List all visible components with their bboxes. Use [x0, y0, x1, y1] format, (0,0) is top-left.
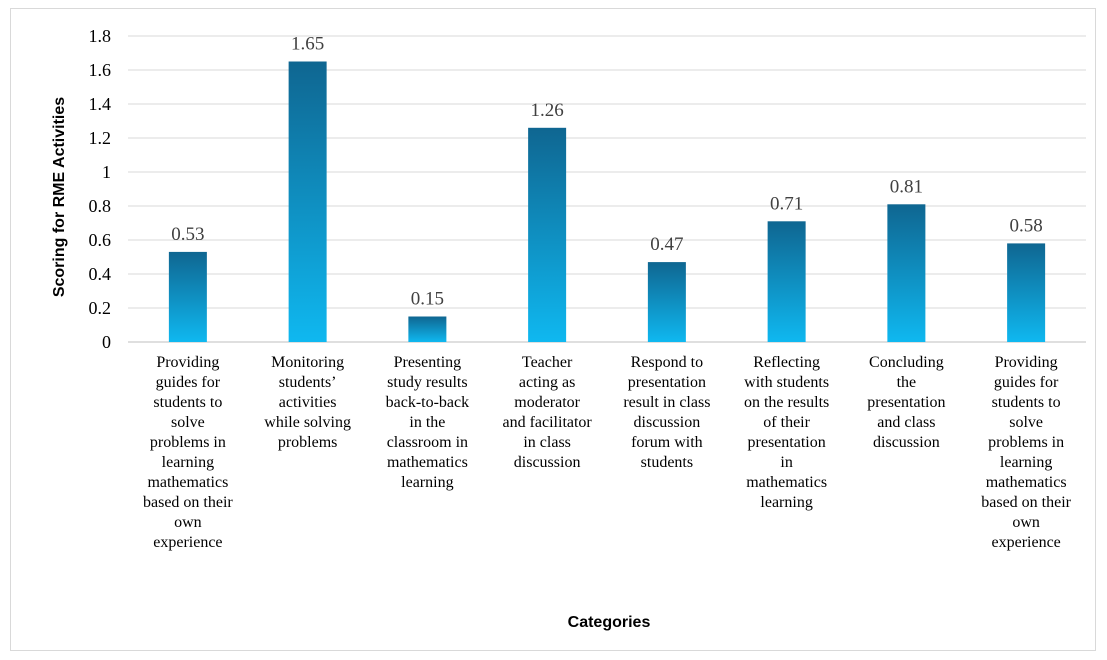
data-label: 0.47	[650, 234, 683, 255]
y-tick-label: 0.2	[89, 298, 112, 318]
bar	[767, 221, 806, 342]
bar	[887, 204, 926, 342]
y-tick-label: 1.8	[89, 26, 112, 46]
data-label: 0.53	[171, 224, 204, 245]
category-label: Respond to presentation result in class dis…	[623, 354, 710, 471]
category-label: Teacher acting as moderator and facilitator…	[502, 354, 592, 471]
data-labels: 0.53 1.65 0.15 1.26 0.47 0.71 0.81 0.58	[171, 34, 1043, 310]
bar	[168, 251, 207, 342]
y-tick-label: 0.8	[89, 196, 112, 216]
bar	[1007, 243, 1046, 342]
data-label: 0.15	[411, 289, 444, 310]
bar	[288, 61, 327, 342]
y-tick-label: 0.6	[89, 230, 112, 250]
category-label: Reflecting with students on the results of …	[744, 354, 829, 511]
bar	[408, 316, 447, 342]
chart-frame: 0 0.2 0.4 0.6 0.8 1 1.2 1.4 1.6 1.8 0.53 1.65 0.15 1…	[10, 8, 1096, 651]
y-tick-label: 1.6	[89, 60, 112, 80]
data-label: 0.71	[770, 193, 803, 214]
y-tick-label: 0.4	[89, 264, 112, 284]
y-tick-label: 1	[102, 162, 111, 182]
data-label: 1.26	[531, 100, 564, 121]
category-label: Monitoring students’ activities while solvi…	[264, 354, 351, 451]
category-labels: Providing guides for students to solve probl…	[143, 354, 1072, 551]
category-label: Providing guides for students to solve probl…	[981, 354, 1071, 551]
bar	[647, 262, 686, 342]
gridlines	[128, 35, 1086, 343]
y-axis-ticks: 0 0.2 0.4 0.6 0.8 1 1.2 1.4 1.6 1.8	[89, 26, 112, 352]
bars	[168, 61, 1046, 342]
bar	[528, 127, 567, 342]
category-label: Presenting study results back-to-back in th…	[386, 354, 470, 491]
data-label: 0.58	[1010, 215, 1043, 236]
data-label: 1.65	[291, 34, 324, 55]
category-label: Providing guides for students to solve probl…	[143, 354, 233, 551]
category-label: Concluding the presentation and class discus…	[867, 354, 945, 451]
y-axis-title: Scoring for RME Activities	[51, 97, 68, 297]
bar-chart: 00.20.40.60.811.21.41.61.8 0.531.650.151…	[51, 26, 1086, 631]
data-label: 0.81	[890, 176, 923, 197]
x-axis-title: Categories	[568, 614, 651, 631]
y-tick-label: 1.4	[89, 94, 112, 114]
y-tick-label: 0	[102, 332, 111, 352]
y-tick-label: 1.2	[89, 128, 112, 148]
